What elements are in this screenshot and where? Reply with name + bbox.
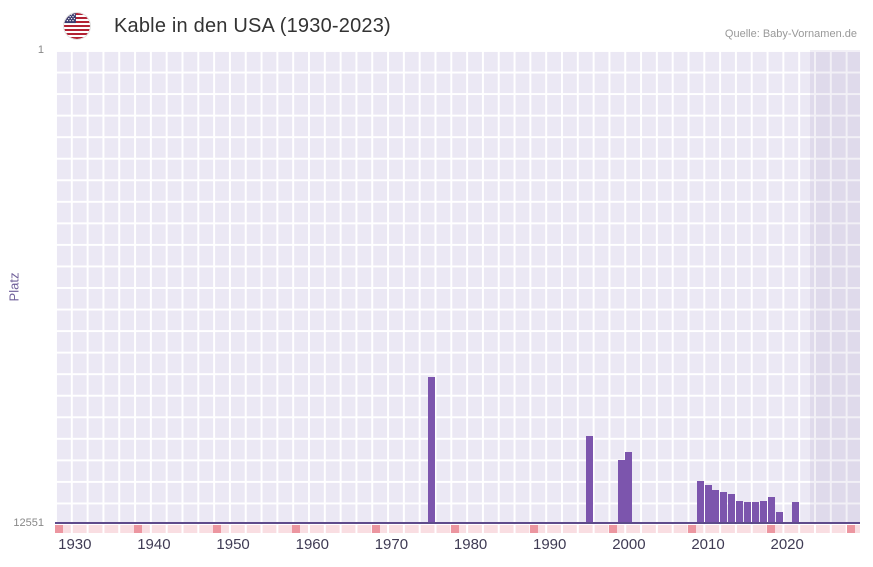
y-axis-bottom-tick: 12551 [13,517,44,529]
plot-area [55,50,860,524]
strip-mark-1948 [213,525,222,533]
strip-mark-2008 [688,525,697,533]
bar-2011[interactable] [712,489,720,522]
x-tick-1990: 1990 [533,536,567,553]
bar-2000[interactable] [625,452,633,522]
bar-2015[interactable] [744,502,752,522]
bar-1995[interactable] [585,435,593,522]
strip-mark-1958 [292,525,301,533]
x-tick-1970: 1970 [374,536,409,553]
no-data-strip [55,525,860,533]
bar-2018[interactable] [767,497,775,522]
x-tick-2020: 2020 [770,536,804,553]
bar-2014[interactable] [736,500,744,522]
strip-mark-1928 [55,525,63,533]
strip-mark-2028 [846,525,855,533]
x-tick-1980: 1980 [453,536,488,553]
strip-mark-2018 [767,525,776,533]
bar-2009[interactable] [696,481,704,522]
x-tick-1950: 1950 [216,536,250,553]
future-shaded-band [810,50,860,522]
bar-2021[interactable] [791,502,799,522]
bar-2019[interactable] [775,511,783,522]
x-tick-2010: 2010 [691,536,725,553]
x-tick-2000: 2000 [612,536,646,553]
strip-mark-1998 [609,525,617,533]
y-axis-top-tick: 1 [37,44,44,56]
strip-mark-1968 [371,525,380,533]
bar-2010[interactable] [704,484,712,522]
bar-2017[interactable] [759,500,767,522]
strip-mark-1938 [134,525,143,533]
y-axis-title: Platz [6,272,22,302]
x-tick-1960: 1960 [295,536,329,553]
x-tick-1940: 1940 [137,536,171,553]
us-flag-icon [64,13,90,39]
bar-1975[interactable] [427,377,435,522]
bar-2016[interactable] [752,502,759,522]
bar-2013[interactable] [728,493,736,522]
strip-mark-1978 [450,525,459,533]
strip-mark-1988 [529,525,538,533]
source-credit: Quelle: Baby-Vornamen.de [724,28,857,40]
x-tick-1930: 1930 [58,536,92,553]
bar-2012[interactable] [720,492,728,522]
page-title: Kable in den USA (1930-2023) [114,15,391,37]
bar-1999[interactable] [617,459,625,522]
